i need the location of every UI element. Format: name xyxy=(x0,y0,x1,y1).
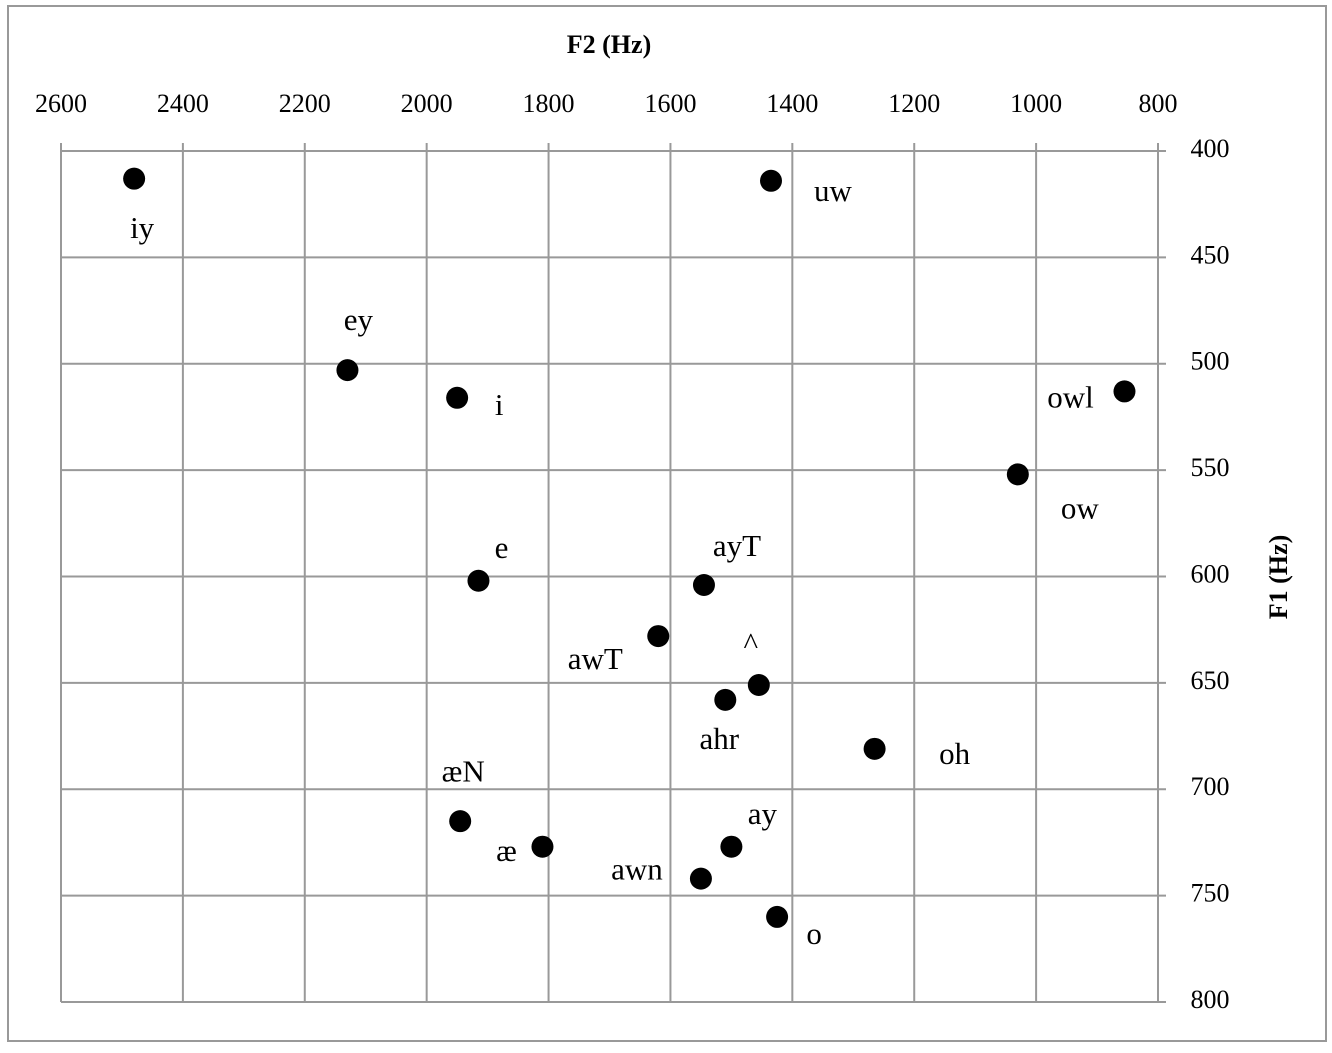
point-label: i xyxy=(495,387,504,422)
y-tick-label: 750 xyxy=(1191,879,1230,908)
point-label: æN xyxy=(442,753,485,788)
y-tick-label: 650 xyxy=(1191,666,1230,695)
x-tick-label: 800 xyxy=(1139,89,1178,118)
x-axis-title: F2 (Hz) xyxy=(567,30,651,59)
x-tick-label: 1400 xyxy=(766,89,818,118)
chart-border xyxy=(7,5,1327,1042)
y-tick-label: 500 xyxy=(1191,347,1230,376)
data-point xyxy=(863,737,886,760)
data-point xyxy=(123,167,146,190)
x-tick-label: 2600 xyxy=(35,89,87,118)
point-label: æ xyxy=(496,833,517,868)
y-tick-label: 400 xyxy=(1191,134,1230,163)
point-label: awT xyxy=(568,641,623,676)
data-point xyxy=(449,810,472,833)
data-point xyxy=(747,674,770,697)
data-point xyxy=(692,574,715,597)
point-label: ahr xyxy=(699,721,739,756)
point-label: e xyxy=(495,530,509,565)
data-point xyxy=(766,905,789,928)
point-label: ^ xyxy=(744,626,759,661)
y-tick-label: 450 xyxy=(1191,240,1230,269)
x-tick-label: 1000 xyxy=(1010,89,1062,118)
point-label: awn xyxy=(611,852,663,887)
data-point xyxy=(647,625,670,648)
point-label: o xyxy=(806,916,822,951)
data-point xyxy=(720,835,743,858)
point-label: owl xyxy=(1047,380,1094,415)
data-point xyxy=(446,386,469,409)
data-point xyxy=(689,867,712,890)
point-label: iy xyxy=(130,210,155,245)
x-tick-label: 1600 xyxy=(644,89,696,118)
point-label: ey xyxy=(344,302,374,337)
y-tick-label: 600 xyxy=(1191,559,1230,588)
y-axis-title: F1 (Hz) xyxy=(1264,535,1293,619)
x-tick-label: 1800 xyxy=(523,89,575,118)
x-tick-label: 2400 xyxy=(157,89,209,118)
y-tick-label: 700 xyxy=(1191,772,1230,801)
x-tick-label: 2200 xyxy=(279,89,331,118)
y-tick-label: 550 xyxy=(1191,453,1230,482)
point-label: ow xyxy=(1061,490,1100,525)
x-tick-label: 2000 xyxy=(401,89,453,118)
data-point xyxy=(714,688,737,711)
data-point xyxy=(760,169,783,192)
x-tick-label: 1200 xyxy=(888,89,940,118)
point-label: ayT xyxy=(713,528,761,563)
point-label: ay xyxy=(748,796,778,831)
point-label: oh xyxy=(939,736,971,771)
y-tick-label: 800 xyxy=(1191,985,1230,1014)
data-point xyxy=(467,569,490,592)
data-point xyxy=(1006,463,1029,486)
data-point xyxy=(336,359,359,382)
point-label: uw xyxy=(814,173,853,208)
data-point xyxy=(531,835,554,858)
data-point xyxy=(1113,380,1136,403)
